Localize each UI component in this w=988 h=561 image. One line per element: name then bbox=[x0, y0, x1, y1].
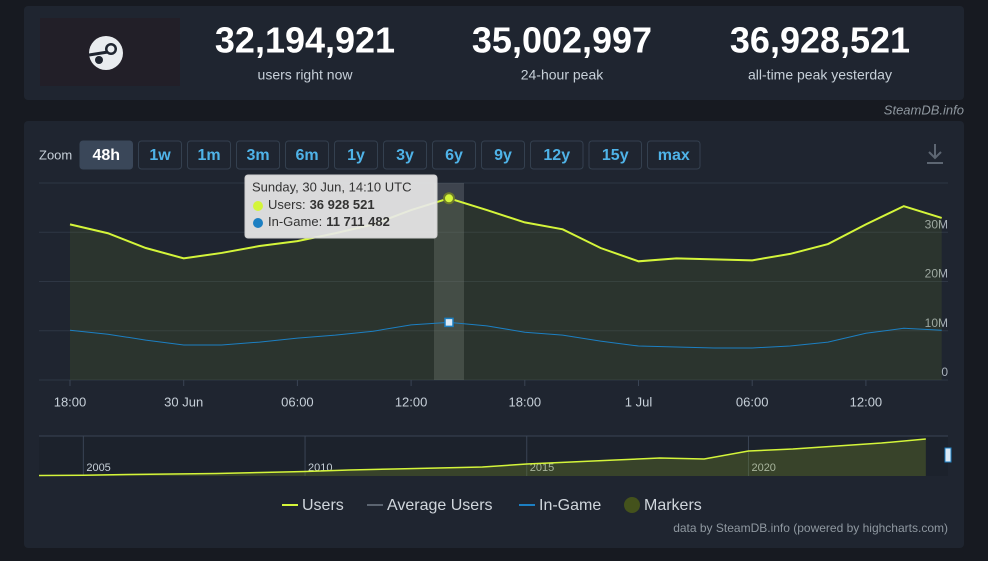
legend-label[interactable]: Users bbox=[302, 497, 344, 514]
hover-marker bbox=[443, 192, 455, 205]
legend-label[interactable]: In-Game bbox=[539, 497, 601, 514]
stat-value: 32,194,921 bbox=[215, 20, 395, 61]
navigator-year: 2015 bbox=[530, 462, 554, 474]
download-icon[interactable] bbox=[927, 144, 943, 164]
zoom-button-label[interactable]: 15y bbox=[602, 147, 629, 164]
area-fill bbox=[70, 198, 942, 380]
y-tick-label: 20M bbox=[925, 267, 948, 281]
tooltip-row: Users: 36 928 521 bbox=[268, 197, 375, 212]
stats-card bbox=[24, 6, 964, 100]
navigator-year: 2020 bbox=[751, 462, 775, 474]
series-line bbox=[69, 197, 942, 263]
zoom-button-label[interactable]: 1w bbox=[149, 147, 171, 164]
y-tick-label: 10M bbox=[925, 316, 948, 330]
hover-marker bbox=[444, 317, 454, 328]
zoom-button[interactable] bbox=[481, 140, 525, 170]
zoom-button-label[interactable]: 48h bbox=[92, 147, 120, 164]
steam-logo bbox=[88, 36, 123, 70]
tooltip-row-value: 36 928 521 bbox=[310, 197, 375, 212]
zoom-label: Zoom bbox=[39, 147, 72, 162]
zoom-button-label[interactable]: 6y bbox=[445, 147, 463, 164]
navigator-handle[interactable] bbox=[944, 447, 952, 463]
series-line bbox=[69, 321, 942, 349]
x-tick-label: 18:00 bbox=[509, 394, 542, 409]
navigator-bg bbox=[39, 436, 948, 476]
x-tick-label: 18:00 bbox=[54, 394, 87, 409]
legend-label[interactable]: Markers bbox=[644, 497, 702, 514]
zoom-button[interactable] bbox=[236, 140, 280, 170]
tooltip-row-label: In-Game: bbox=[268, 214, 322, 229]
stat-value: 35,002,997 bbox=[472, 20, 652, 61]
zoom-button[interactable] bbox=[383, 140, 427, 170]
y-tick-label: 30M bbox=[925, 217, 948, 231]
x-tick-label: 06:00 bbox=[736, 394, 769, 409]
zoom-button-label[interactable]: 9y bbox=[494, 147, 512, 164]
x-tick-label: 12:00 bbox=[850, 394, 883, 409]
legend-label[interactable]: Average Users bbox=[387, 497, 493, 514]
x-tick-label: 1 Jul bbox=[625, 394, 653, 409]
tooltip-dot bbox=[253, 201, 263, 211]
tooltip-row: In-Game: 11 711 482 bbox=[268, 214, 390, 229]
stat-value: 36,928,521 bbox=[730, 20, 910, 61]
x-tick-label: 30 Jun bbox=[164, 394, 203, 409]
zoom-button[interactable] bbox=[432, 140, 476, 170]
brand: SteamDB.info bbox=[884, 102, 964, 117]
tooltip-dot bbox=[253, 218, 263, 228]
x-tick-label: 06:00 bbox=[281, 394, 314, 409]
zoom-button[interactable] bbox=[138, 140, 182, 170]
zoom-button-label[interactable]: 1m bbox=[197, 147, 220, 164]
zoom-button[interactable] bbox=[530, 140, 584, 170]
tooltip-box bbox=[244, 174, 438, 239]
tooltip-row-label: Users: bbox=[268, 197, 306, 212]
stat-label: 24-hour peak bbox=[521, 67, 605, 83]
navigator-area bbox=[39, 439, 926, 476]
stat-label: users right now bbox=[258, 67, 354, 83]
footer: data by SteamDB.info (powered by highcha… bbox=[673, 521, 948, 535]
zoom-button-label[interactable]: 12y bbox=[543, 147, 570, 164]
navigator-line bbox=[38, 438, 926, 477]
zoom-button[interactable] bbox=[187, 140, 231, 170]
zoom-button-label[interactable]: 1y bbox=[347, 147, 365, 164]
hover-band bbox=[434, 183, 464, 380]
zoom-button[interactable] bbox=[334, 140, 378, 170]
zoom-button[interactable] bbox=[79, 140, 133, 170]
navigator-year: 2005 bbox=[86, 462, 110, 474]
tooltip-title: Sunday, 30 Jun, 14:10 UTC bbox=[252, 179, 411, 194]
stat-label: all-time peak yesterday bbox=[748, 67, 892, 83]
zoom-button[interactable] bbox=[588, 140, 642, 170]
tooltip-row-value: 11 711 482 bbox=[326, 214, 390, 229]
zoom-button-label[interactable]: 6m bbox=[295, 147, 318, 164]
zoom-button-label[interactable]: 3y bbox=[396, 147, 414, 164]
y-tick-label: 0 bbox=[941, 365, 948, 379]
x-tick-label: 12:00 bbox=[395, 394, 428, 409]
zoom-button-label[interactable]: 3m bbox=[246, 147, 269, 164]
zoom-button-label[interactable]: max bbox=[658, 147, 690, 164]
zoom-button[interactable] bbox=[285, 140, 329, 170]
zoom-button[interactable] bbox=[647, 140, 701, 170]
legend-symbol[interactable] bbox=[624, 497, 640, 513]
